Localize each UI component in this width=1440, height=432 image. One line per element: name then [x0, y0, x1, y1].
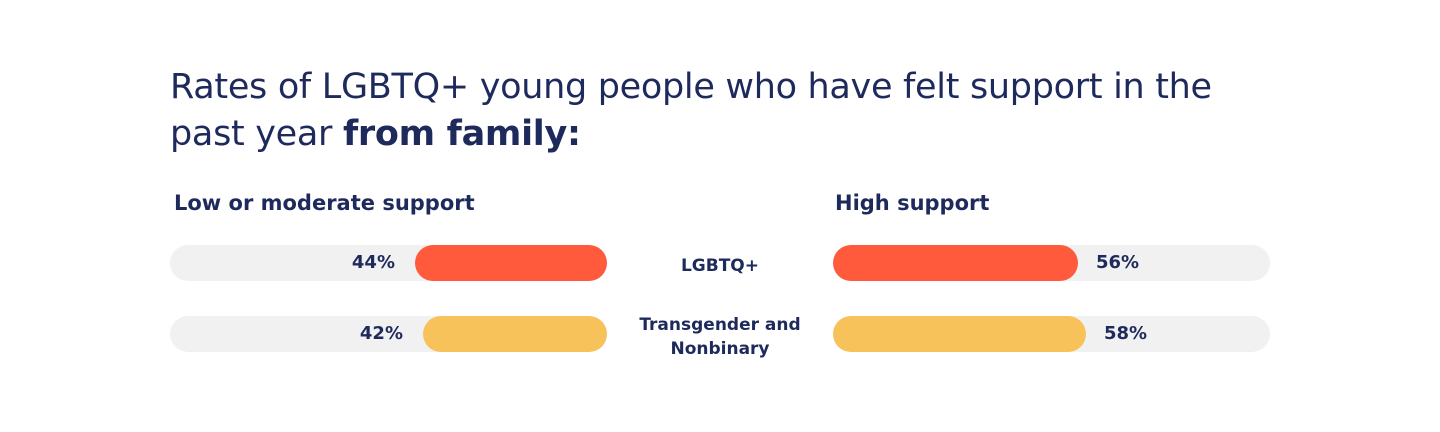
- high-support-header: High support: [835, 191, 990, 215]
- high-support-value: 56%: [1096, 252, 1140, 273]
- high-support-bar: [833, 245, 1078, 281]
- chart-title-lead: Rates of LGBTQ+ young people who have fe…: [170, 67, 1212, 154]
- category-label: Transgender and Nonbinary: [639, 315, 801, 359]
- low-support-bar: [415, 245, 607, 281]
- low-support-bar: [423, 316, 607, 352]
- low-support-track: 42%: [170, 316, 607, 352]
- chart-title: Rates of LGBTQ+ young people who have fe…: [170, 64, 1290, 158]
- high-support-bar: [833, 316, 1086, 352]
- high-support-track: 56%: [833, 245, 1270, 281]
- low-support-value: 42%: [359, 323, 403, 344]
- low-support-track: 44%: [170, 245, 607, 281]
- low-support-value: 44%: [351, 252, 395, 273]
- high-support-track: 58%: [833, 316, 1270, 352]
- low-support-header: Low or moderate support: [174, 191, 475, 215]
- chart-title-emphasis: from family:: [342, 114, 581, 154]
- high-support-value: 58%: [1104, 323, 1148, 344]
- category-label: LGBTQ+: [680, 256, 760, 276]
